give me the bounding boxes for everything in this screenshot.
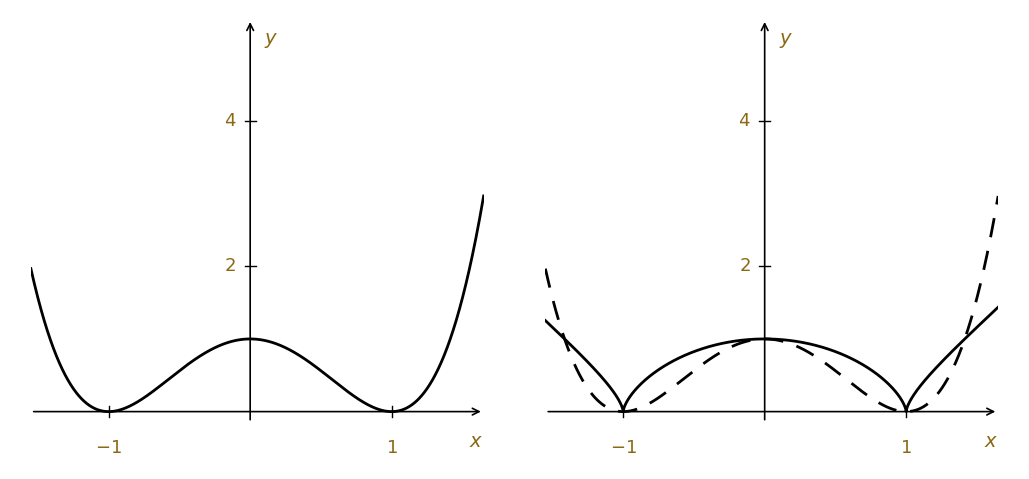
Text: $4$: $4$	[738, 112, 750, 130]
Text: $4$: $4$	[223, 112, 236, 130]
Text: $2$: $2$	[739, 257, 750, 275]
Text: $y$: $y$	[779, 31, 793, 50]
Text: $y$: $y$	[264, 31, 279, 50]
Text: $2$: $2$	[224, 257, 236, 275]
Text: $1$: $1$	[900, 439, 912, 457]
Text: $x$: $x$	[469, 433, 484, 451]
Text: $x$: $x$	[984, 433, 998, 451]
Text: $1$: $1$	[386, 439, 397, 457]
Text: $-1$: $-1$	[96, 439, 122, 457]
Text: $-1$: $-1$	[610, 439, 637, 457]
